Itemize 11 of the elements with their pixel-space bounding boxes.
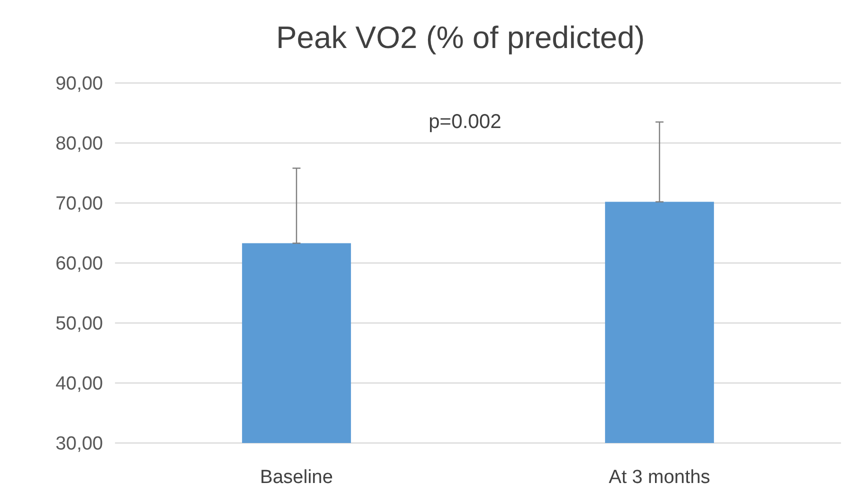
x-tick-label: At 3 months	[608, 467, 710, 488]
y-tick-label: 70,00	[55, 194, 103, 215]
y-tick-label: 30,00	[55, 434, 103, 455]
y-tick-label: 50,00	[55, 314, 103, 335]
chart-title: Peak VO2 (% of predicted)	[276, 20, 645, 55]
x-tick-label: Baseline	[260, 467, 333, 488]
y-tick-label: 80,00	[55, 134, 103, 155]
y-tick-label: 60,00	[55, 254, 103, 275]
annotation: p=0.002	[428, 111, 502, 133]
y-tick-label: 40,00	[55, 374, 103, 395]
y-tick-label: 90,00	[55, 74, 103, 95]
